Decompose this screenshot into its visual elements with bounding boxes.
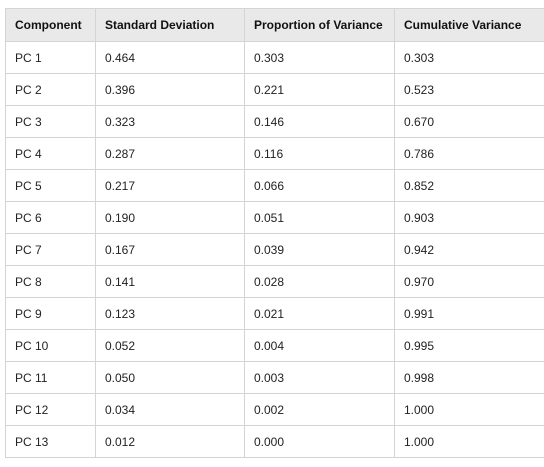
table-row: PC 11 0.050 0.003 0.998	[5, 361, 544, 394]
header-row: Component Standard Deviation Proportion …	[5, 8, 544, 42]
cell-proportion-of-variance: 0.146	[244, 105, 395, 138]
table-row: PC 9 0.123 0.021 0.991	[5, 297, 544, 330]
cell-component: PC 11	[5, 361, 96, 394]
cell-proportion-of-variance: 0.221	[244, 73, 395, 106]
cell-cumulative-variance: 1.000	[394, 393, 544, 426]
table-row: PC 13 0.012 0.000 1.000	[5, 425, 544, 458]
cell-standard-deviation: 0.012	[95, 425, 245, 458]
table-header: Component Standard Deviation Proportion …	[5, 8, 544, 42]
cell-component: PC 13	[5, 425, 96, 458]
cell-proportion-of-variance: 0.303	[244, 41, 395, 74]
cell-proportion-of-variance: 0.003	[244, 361, 395, 394]
cell-proportion-of-variance: 0.116	[244, 137, 395, 170]
cell-component: PC 7	[5, 233, 96, 266]
table-row: PC 5 0.217 0.066 0.852	[5, 169, 544, 202]
cell-standard-deviation: 0.141	[95, 265, 245, 298]
table-row: PC 1 0.464 0.303 0.303	[5, 41, 544, 74]
table-row: PC 3 0.323 0.146 0.670	[5, 105, 544, 138]
cell-standard-deviation: 0.323	[95, 105, 245, 138]
cell-cumulative-variance: 0.670	[394, 105, 544, 138]
cell-standard-deviation: 0.464	[95, 41, 245, 74]
cell-component: PC 9	[5, 297, 96, 330]
cell-standard-deviation: 0.034	[95, 393, 245, 426]
cell-component: PC 6	[5, 201, 96, 234]
variance-table: Component Standard Deviation Proportion …	[5, 8, 544, 458]
cell-proportion-of-variance: 0.021	[244, 297, 395, 330]
header-proportion-of-variance: Proportion of Variance	[244, 8, 395, 42]
cell-standard-deviation: 0.396	[95, 73, 245, 106]
table-body: PC 1 0.464 0.303 0.303 PC 2 0.396 0.221 0.523 PC…	[5, 41, 544, 458]
cell-proportion-of-variance: 0.051	[244, 201, 395, 234]
cell-cumulative-variance: 0.995	[394, 329, 544, 362]
cell-standard-deviation: 0.287	[95, 137, 245, 170]
header-standard-deviation: Standard Deviation	[95, 8, 245, 42]
cell-cumulative-variance: 1.000	[394, 425, 544, 458]
cell-component: PC 12	[5, 393, 96, 426]
table-row: PC 8 0.141 0.028 0.970	[5, 265, 544, 298]
cell-component: PC 2	[5, 73, 96, 106]
cell-component: PC 3	[5, 105, 96, 138]
cell-cumulative-variance: 0.852	[394, 169, 544, 202]
cell-component: PC 4	[5, 137, 96, 170]
cell-standard-deviation: 0.123	[95, 297, 245, 330]
cell-proportion-of-variance: 0.066	[244, 169, 395, 202]
table-row: PC 2 0.396 0.221 0.523	[5, 73, 544, 106]
table-row: PC 4 0.287 0.116 0.786	[5, 137, 544, 170]
table-row: PC 7 0.167 0.039 0.942	[5, 233, 544, 266]
cell-cumulative-variance: 0.786	[394, 137, 544, 170]
cell-standard-deviation: 0.052	[95, 329, 245, 362]
table-row: PC 6 0.190 0.051 0.903	[5, 201, 544, 234]
header-cumulative-variance: Cumulative Variance	[394, 8, 544, 42]
cell-cumulative-variance: 0.991	[394, 297, 544, 330]
cell-component: PC 5	[5, 169, 96, 202]
cell-proportion-of-variance: 0.002	[244, 393, 395, 426]
header-component: Component	[5, 8, 96, 42]
cell-component: PC 10	[5, 329, 96, 362]
cell-standard-deviation: 0.190	[95, 201, 245, 234]
cell-proportion-of-variance: 0.039	[244, 233, 395, 266]
cell-standard-deviation: 0.167	[95, 233, 245, 266]
cell-proportion-of-variance: 0.004	[244, 329, 395, 362]
cell-cumulative-variance: 0.998	[394, 361, 544, 394]
cell-cumulative-variance: 0.523	[394, 73, 544, 106]
cell-cumulative-variance: 0.303	[394, 41, 544, 74]
cell-standard-deviation: 0.217	[95, 169, 245, 202]
cell-standard-deviation: 0.050	[95, 361, 245, 394]
cell-cumulative-variance: 0.942	[394, 233, 544, 266]
cell-cumulative-variance: 0.970	[394, 265, 544, 298]
table-row: PC 10 0.052 0.004 0.995	[5, 329, 544, 362]
cell-cumulative-variance: 0.903	[394, 201, 544, 234]
cell-component: PC 8	[5, 265, 96, 298]
cell-proportion-of-variance: 0.028	[244, 265, 395, 298]
cell-proportion-of-variance: 0.000	[244, 425, 395, 458]
table-row: PC 12 0.034 0.002 1.000	[5, 393, 544, 426]
cell-component: PC 1	[5, 41, 96, 74]
